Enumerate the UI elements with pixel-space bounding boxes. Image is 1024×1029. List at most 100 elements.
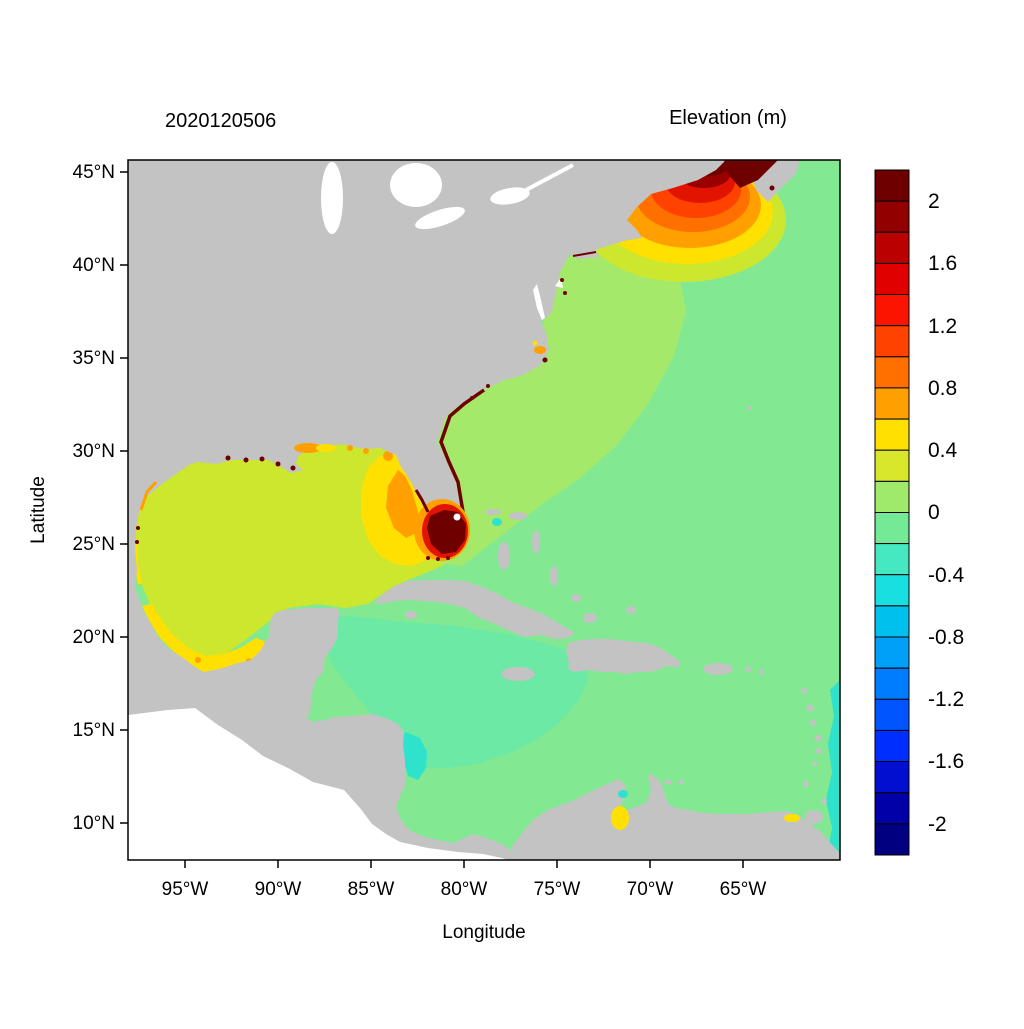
- island-abaco: [509, 512, 527, 520]
- colorbar-segment: [874, 698, 910, 731]
- florida-keys-speck: [436, 557, 440, 561]
- island-eleuthera: [532, 530, 540, 554]
- lat-tick-label: 35°N: [73, 348, 115, 369]
- mississippi-delta-speck: [290, 465, 296, 471]
- island-andros: [498, 542, 510, 570]
- land-jamaica: [501, 667, 535, 681]
- colorbar-segment: [874, 200, 910, 233]
- pacific-no-data-region: [128, 708, 508, 860]
- colorbar-tick-label: -1.6: [928, 750, 964, 773]
- texas-coast-speck: [135, 540, 139, 544]
- colorbar-segment: [874, 543, 910, 576]
- colorbar-tick-label: -2: [928, 813, 947, 836]
- colorbar-segment: [874, 387, 910, 420]
- colorbar-segment: [874, 512, 910, 545]
- colorbar-tick-label: 1.2: [928, 315, 957, 338]
- colorbar-segment: [874, 823, 910, 856]
- colorbar-tick-label: -0.4: [928, 564, 965, 587]
- isla-juventud: [405, 611, 417, 619]
- new-jersey-coast-speck: [560, 278, 564, 282]
- texas-coast-amber-strip: [139, 480, 158, 511]
- nicaragua-cyan-patch: [402, 732, 427, 780]
- lake-huron: [390, 163, 442, 207]
- island-crooked: [571, 594, 581, 602]
- southwest-florida-coast-strip: [414, 489, 430, 513]
- colorbar-segment: [874, 605, 910, 638]
- map-layers: [128, 160, 840, 860]
- island-dot: [803, 781, 809, 787]
- island-long-island: [550, 566, 558, 586]
- island-tobago: [821, 798, 827, 804]
- mississippi-sound-amber: [294, 443, 322, 453]
- st-lawrence-river: [525, 163, 574, 192]
- island-trinidad: [805, 810, 823, 824]
- colorbar-tick-label: -1.2: [928, 688, 964, 711]
- colorbar-segment: [874, 262, 910, 296]
- colorbar-segment: [874, 231, 910, 264]
- island-dot: [801, 688, 807, 694]
- colorbar-segment: [874, 761, 910, 794]
- panhandle-amber-speck: [347, 445, 353, 451]
- colorbar-tick-label: 0.8: [928, 377, 957, 400]
- island-bermuda: [748, 406, 752, 410]
- lon-tick-label: 90°W: [255, 879, 302, 900]
- delaware-coast-speck: [563, 291, 567, 295]
- panhandle-amber-speck: [363, 448, 369, 454]
- lon-tick-label: 95°W: [162, 879, 209, 900]
- colorbar-segment: [874, 729, 910, 763]
- colorbar-segment: [874, 325, 910, 358]
- big-bend-amber-spot: [383, 451, 393, 461]
- florida-keys-speck: [426, 556, 430, 560]
- campeche-amber-spot: [195, 657, 201, 663]
- date-label: 2020120506: [165, 110, 276, 132]
- campeche-coastal-yellow-band: [142, 604, 266, 673]
- land-south-america: [511, 778, 840, 860]
- carolina-coast-speck: [486, 384, 490, 388]
- x-axis-title: Longitude: [442, 922, 525, 943]
- florida-keys-speck: [446, 556, 450, 560]
- land-hispaniola: [566, 639, 681, 674]
- island-bonaire: [678, 780, 684, 784]
- carolina-coast-speck: [470, 396, 474, 400]
- west-florida-shelf-amber: [386, 470, 418, 538]
- colorbar-tick-label: 2: [928, 190, 940, 213]
- lat-tick-label: 30°N: [73, 441, 115, 462]
- plot-frame: [127, 159, 841, 861]
- lon-tick-label: 70°W: [627, 879, 674, 900]
- nova-scotia-coast-speck: [769, 185, 775, 191]
- louisiana-coast-speck: [259, 456, 265, 462]
- georgia-florida-coast-strip: [439, 388, 486, 513]
- hatteras-speck: [542, 357, 548, 363]
- island-dot: [814, 734, 822, 742]
- island-grand-bahama: [485, 509, 501, 515]
- island-dot: [816, 748, 822, 754]
- colorbar-segment: [874, 480, 910, 514]
- colorbar-segment: [874, 356, 910, 389]
- colorbar-segment: [874, 449, 910, 482]
- bay-of-fundy-channel: [724, 160, 778, 188]
- island-dot: [745, 666, 751, 672]
- colorbar-segment: [874, 792, 910, 825]
- island-dot: [806, 704, 814, 712]
- colorbar-tick-label: 1.6: [928, 252, 957, 275]
- colorbar-segment: [874, 636, 910, 669]
- y-axis-title: Latitude: [28, 476, 49, 544]
- colorbar-segment: [874, 169, 910, 202]
- colorbar-segment: [874, 294, 910, 327]
- lon-tick-label: 75°W: [534, 879, 581, 900]
- lat-tick-label: 20°N: [73, 627, 115, 648]
- lat-tick-label: 40°N: [73, 255, 115, 276]
- west-atlantic-shelf-region: [436, 242, 686, 566]
- colorbar-tick-label: 0.4: [928, 439, 958, 462]
- lake-erie: [415, 206, 465, 230]
- island-dot: [758, 669, 764, 675]
- lat-tick-label: 10°N: [73, 813, 115, 834]
- plot-area: [120, 159, 841, 868]
- island-dot: [812, 761, 818, 767]
- lat-tick-label: 45°N: [73, 162, 115, 183]
- island-dot: [810, 720, 816, 726]
- louisiana-coast-speck: [243, 457, 249, 463]
- lake-maracaibo-yellow: [611, 806, 629, 830]
